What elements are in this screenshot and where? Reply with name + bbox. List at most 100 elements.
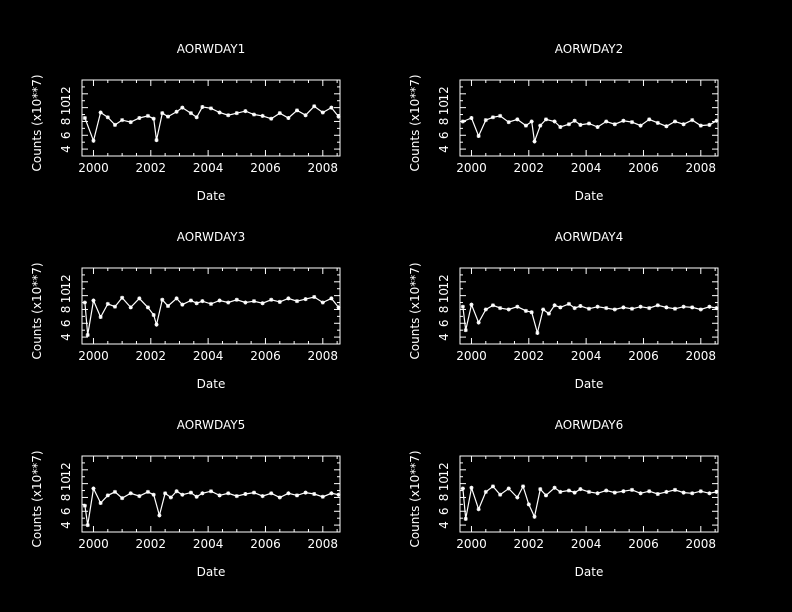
data-point <box>329 105 334 110</box>
data-point <box>157 513 162 518</box>
data-point <box>538 487 543 492</box>
data-point <box>630 120 634 125</box>
chart-title: AORWDAY1 <box>177 42 245 56</box>
data-point <box>707 491 712 496</box>
x-axis-label: Date <box>575 565 604 579</box>
data-point <box>707 304 712 309</box>
y-tick-label: 10 <box>437 100 451 115</box>
y-tick-label: 4 <box>437 521 451 529</box>
data-line <box>84 486 339 526</box>
data-point <box>85 523 90 528</box>
data-point <box>151 492 156 497</box>
y-tick-label: 12 <box>437 86 451 101</box>
y-axis-label: Counts (x10**7) <box>30 450 44 547</box>
data-point <box>105 115 110 120</box>
y-tick-label: 12 <box>59 86 73 101</box>
data-point <box>174 296 179 301</box>
data-point <box>521 484 526 489</box>
data-point <box>295 108 299 113</box>
data-point <box>572 306 577 311</box>
data-point <box>234 297 239 302</box>
data-point <box>112 489 117 494</box>
data-point <box>277 111 282 116</box>
data-point <box>558 489 563 494</box>
data-point <box>587 121 591 126</box>
data-point <box>690 118 695 123</box>
data-point <box>630 487 634 492</box>
data-point <box>506 120 511 125</box>
data-point <box>469 485 474 490</box>
data-point <box>681 490 686 495</box>
data-point <box>243 109 248 114</box>
data-point <box>303 113 308 118</box>
data-point <box>558 124 563 129</box>
data-point <box>546 311 551 316</box>
data-point <box>98 315 103 320</box>
data-point <box>295 493 299 498</box>
data-point <box>120 295 125 300</box>
y-axis-label: Counts (x10**7) <box>30 74 44 171</box>
data-point <box>260 301 265 306</box>
data-point <box>566 488 571 493</box>
data-point <box>476 133 481 138</box>
data-point <box>460 486 465 491</box>
data-point <box>532 139 537 144</box>
data-point <box>154 322 159 327</box>
data-point <box>329 491 334 496</box>
data-point <box>460 304 465 309</box>
data-point <box>320 494 325 499</box>
data-point <box>498 113 503 118</box>
y-axis-label: Counts (x10**7) <box>30 262 44 359</box>
data-point <box>714 489 719 494</box>
plot-frame <box>459 79 719 157</box>
data-point <box>552 119 557 124</box>
data-point <box>690 491 695 496</box>
data-point <box>112 122 117 127</box>
y-tick-label: 4 <box>437 145 451 153</box>
data-point <box>463 328 468 333</box>
x-tick-label: 2002 <box>514 537 545 551</box>
data-point <box>188 111 193 116</box>
data-point <box>515 304 520 309</box>
x-tick-label: 2002 <box>136 161 167 175</box>
data-point <box>209 106 213 111</box>
y-axis-label: Counts (x10**7) <box>408 262 422 359</box>
data-point <box>664 305 669 310</box>
x-tick-label: 2000 <box>456 537 487 551</box>
data-point <box>174 489 179 494</box>
data-point <box>200 491 205 496</box>
data-point <box>194 115 199 120</box>
data-point <box>252 112 256 117</box>
y-axis-label: Counts (x10**7) <box>408 450 422 547</box>
data-point <box>200 299 205 304</box>
data-point <box>112 304 117 309</box>
data-point <box>82 116 87 120</box>
data-point <box>506 486 511 491</box>
x-tick-label: 2004 <box>193 349 224 363</box>
x-tick-label: 2006 <box>628 349 659 363</box>
data-point <box>612 307 617 312</box>
data-point <box>604 119 609 124</box>
data-point <box>529 119 534 124</box>
data-point <box>469 302 474 307</box>
data-point <box>145 489 150 494</box>
data-point <box>226 491 231 496</box>
data-point <box>98 110 103 115</box>
data-point <box>681 122 686 127</box>
data-point <box>303 297 308 302</box>
data-point <box>587 489 591 494</box>
x-tick-label: 2006 <box>628 161 659 175</box>
x-tick-label: 2000 <box>78 349 109 363</box>
y-tick-label: 8 <box>59 306 73 314</box>
data-point <box>260 494 265 499</box>
data-point <box>681 304 686 309</box>
data-point <box>566 122 571 127</box>
y-tick-label: 4 <box>437 333 451 341</box>
x-tick-label: 2000 <box>78 161 109 175</box>
data-point <box>217 493 222 498</box>
data-point <box>209 301 213 306</box>
